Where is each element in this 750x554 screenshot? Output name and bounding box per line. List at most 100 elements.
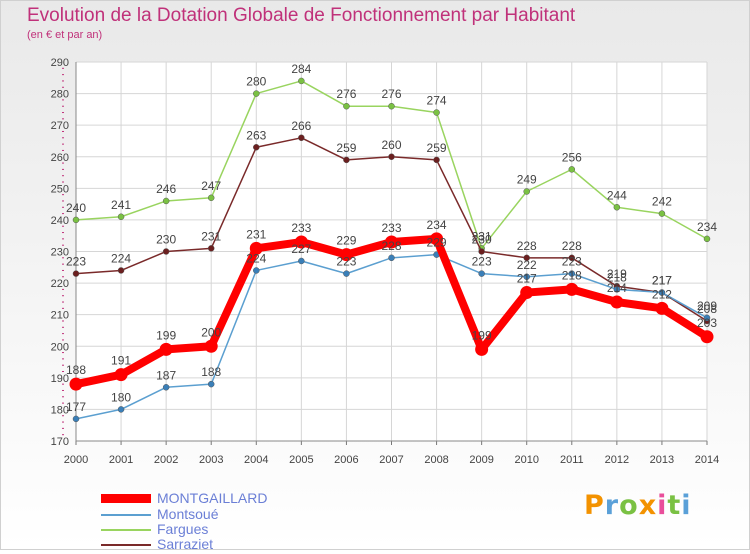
data-point [568,270,576,277]
y-tick-label: 260 [51,152,69,164]
data-label: 199 [472,328,492,342]
data-point [430,232,444,246]
data-label: 203 [697,316,717,330]
legend-swatch [101,544,151,546]
data-label: 191 [111,354,131,368]
data-label: 229 [427,236,447,250]
data-point [478,270,485,277]
x-tick-label: 2012 [605,454,629,466]
x-tick-label: 2013 [650,454,674,466]
brand-letter: i [681,490,692,521]
legend-label: Fargues [157,521,209,537]
y-tick-label: 210 [51,310,69,322]
y-tick-label: 190 [51,373,69,385]
data-label: 228 [517,239,537,253]
x-tick-label: 2010 [514,454,538,466]
data-label: 187 [156,368,176,382]
data-label: 259 [336,141,356,155]
x-tick-label: 2009 [469,454,493,466]
data-point [655,301,669,315]
data-point [207,194,215,202]
data-label: 188 [66,363,86,377]
data-label: 222 [517,258,537,272]
data-label: 223 [562,255,582,269]
data-label: 259 [427,141,447,155]
data-label: 217 [517,272,537,286]
data-label: 223 [66,255,86,269]
data-label: 234 [427,218,447,232]
data-label: 240 [66,201,86,215]
data-label: 224 [111,251,131,265]
data-label: 276 [381,87,401,101]
data-label: 209 [697,299,717,313]
data-point [520,286,534,300]
data-point [610,295,624,309]
data-label: 217 [652,274,672,288]
data-point [114,368,128,382]
legend-label: Sarraziet [157,536,214,552]
data-label: 233 [291,221,311,235]
data-point [385,235,398,249]
data-label: 188 [201,365,221,379]
legend-swatch [101,514,151,516]
data-label: 284 [291,62,311,76]
data-label: 256 [562,150,582,164]
data-point [162,248,170,255]
data-point [253,144,260,151]
data-point [475,342,489,356]
data-label: 218 [607,270,627,284]
x-tick-label: 2004 [244,454,268,466]
y-tick-label: 200 [51,341,69,353]
data-label: 214 [607,281,627,295]
y-tick-label: 230 [51,247,69,259]
x-tick-label: 2001 [109,454,133,466]
x-tick-label: 2000 [64,454,88,466]
data-label: 230 [472,233,492,247]
data-point [388,102,395,110]
data-label: 234 [697,220,717,234]
x-tick-label: 2003 [199,454,223,466]
data-point [565,282,579,296]
data-label: 274 [427,94,447,108]
data-label: 244 [607,188,627,202]
data-label: 228 [381,239,401,253]
data-point [613,204,621,211]
data-label: 224 [246,251,266,265]
data-point [703,314,711,322]
data-point [117,406,125,413]
legend-swatch [101,529,151,531]
data-point [343,156,350,164]
data-point [204,339,218,353]
legend-label: Montsoué [157,506,219,522]
data-point [658,210,666,217]
chart-subtitle: (en € et par an) [27,29,103,41]
data-point [298,257,305,265]
x-tick-label: 2002 [154,454,178,466]
y-tick-label: 240 [51,215,69,227]
data-point [207,380,215,388]
brand-letter: o [619,490,639,521]
brand-letter: r [604,490,620,521]
data-label: 233 [381,221,401,235]
data-point [162,384,170,391]
data-point [343,102,350,110]
brand-letter: i [657,490,668,521]
data-label: 180 [111,390,131,404]
data-point [159,342,173,356]
data-label: 227 [291,242,311,256]
data-label: 223 [336,255,356,269]
data-point [523,254,530,262]
data-label: 249 [517,172,537,186]
data-label: 217 [652,274,672,288]
data-label: 230 [156,233,176,247]
data-label: 218 [562,268,582,282]
data-label: 276 [336,87,356,101]
data-point [433,109,440,116]
data-label: 219 [607,267,627,281]
data-point [117,267,125,274]
data-point [700,330,714,344]
data-point [298,77,305,85]
y-tick-label: 220 [51,278,69,290]
